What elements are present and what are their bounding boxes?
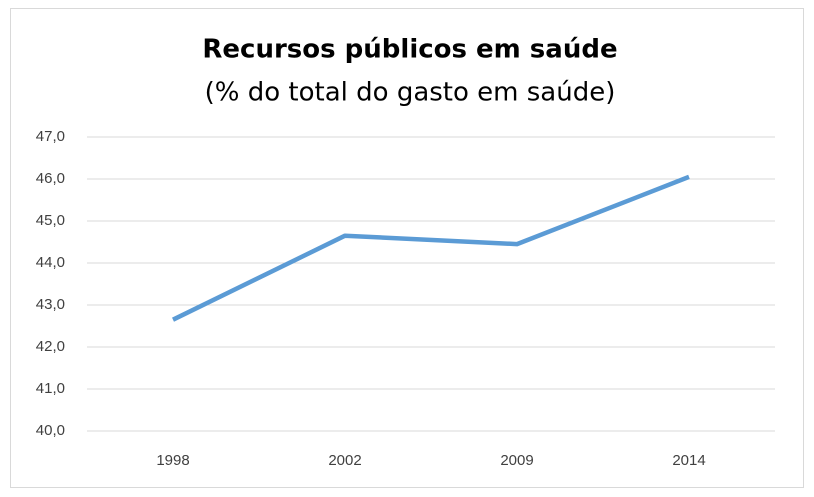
x-tick-label: 1998 (156, 452, 189, 469)
chart-title: Recursos públicos em saúde (202, 35, 617, 65)
y-tick-label: 44,0 (36, 254, 65, 271)
y-tick-label: 43,0 (36, 296, 65, 313)
x-tick-label: 2014 (672, 452, 705, 469)
y-tick-label: 42,0 (36, 338, 65, 355)
chart-frame (10, 8, 804, 488)
y-tick-label: 47,0 (36, 128, 65, 145)
x-tick-label: 2002 (328, 452, 361, 469)
chart-subtitle: (% do total do gasto em saúde) (205, 78, 616, 108)
data-line (172, 174, 690, 322)
y-tick-label: 45,0 (36, 212, 65, 229)
y-tick-label: 41,0 (36, 380, 65, 397)
y-tick-label: 46,0 (36, 170, 65, 187)
x-tick-label: 2009 (500, 452, 533, 469)
y-tick-label: 40,0 (36, 422, 65, 439)
